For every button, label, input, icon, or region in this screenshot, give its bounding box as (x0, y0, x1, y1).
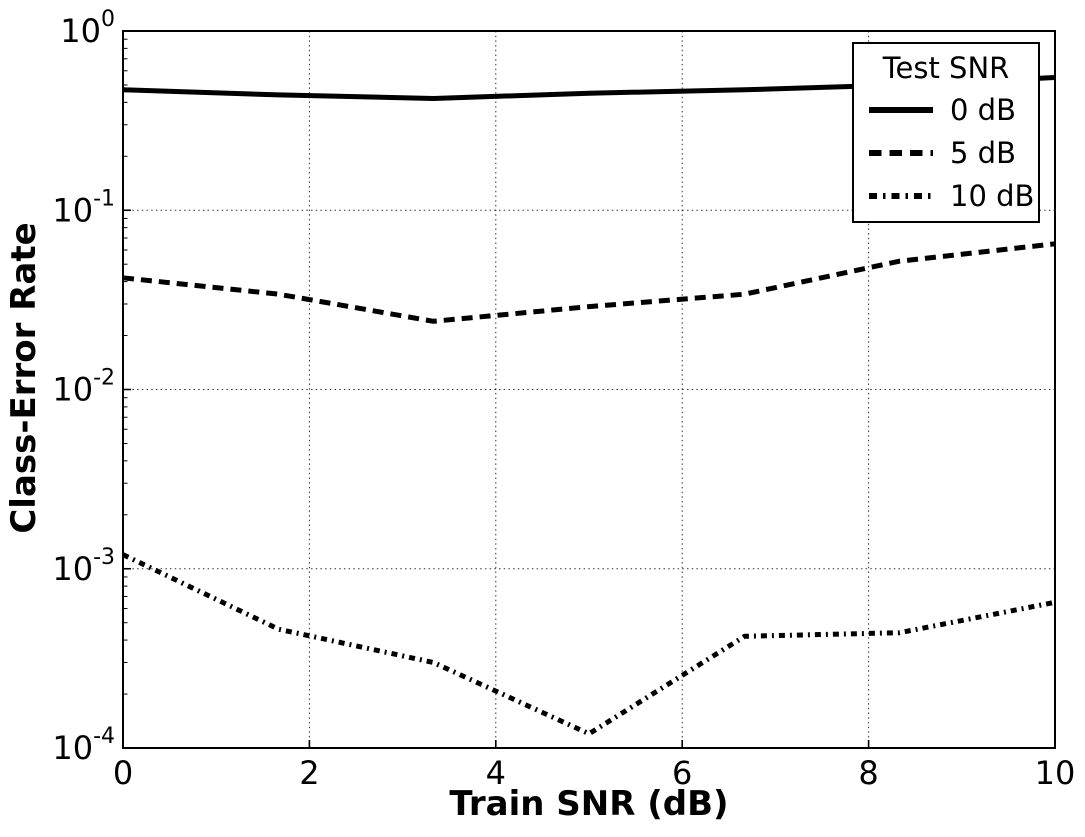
x-tick-label: 4 (486, 754, 506, 792)
legend-line-sample-dashdot (869, 192, 933, 199)
legend-entry-10-db: 10 dB (854, 174, 1038, 217)
x-tick-label: 0 (113, 754, 133, 792)
y-tick-label: 10-3 (52, 545, 115, 588)
legend: Test SNR 0 dB 5 dB 10 dB (852, 42, 1040, 223)
legend-label: 10 dB (950, 178, 1035, 213)
legend-line-sample-dashed (869, 149, 933, 156)
series-line-5-db (122, 241, 1056, 324)
legend-title: Test SNR (882, 51, 1010, 85)
x-tick-label: 6 (672, 754, 692, 792)
x-tick-label: 10 (1035, 754, 1076, 792)
x-axis-label: Train SNR (dB) (449, 784, 729, 824)
y-tick-label: 10-1 (52, 186, 115, 229)
y-tick-label: 10-4 (52, 724, 115, 767)
y-tick-label: 100 (60, 7, 115, 50)
legend-line-sample-solid (869, 106, 933, 113)
axes-frame (122, 30, 1056, 749)
y-tick-label: 10-2 (52, 366, 115, 409)
x-tick-label: 2 (299, 754, 319, 792)
legend-label: 5 dB (950, 135, 1016, 170)
legend-rows: 0 dB 5 dB 10 dB (854, 88, 1038, 217)
y-axis-label: Class-Error Rate (4, 222, 44, 534)
x-tick-label: 8 (858, 754, 878, 792)
series-line-10-db (121, 552, 1056, 737)
legend-entry-5-db: 5 dB (854, 131, 1038, 174)
legend-entry-0-db: 0 dB (854, 88, 1038, 131)
legend-label: 0 dB (950, 92, 1016, 127)
